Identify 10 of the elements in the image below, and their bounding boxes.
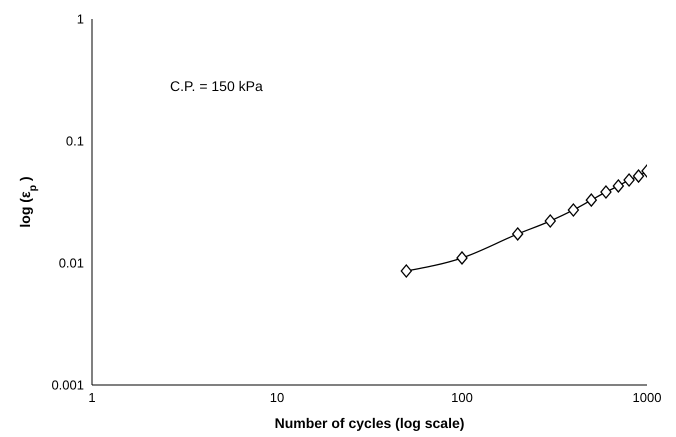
x-axis-title: Number of cycles (log scale) xyxy=(274,415,464,431)
y-tick-label: 0.1 xyxy=(66,134,84,149)
y-tick-label: 0.001 xyxy=(51,378,84,393)
x-tick-label: 10 xyxy=(270,390,284,406)
x-tick-label: 1 xyxy=(88,390,96,406)
y-tick-label: 1 xyxy=(76,12,84,27)
y-tick-label: 0.01 xyxy=(58,256,84,271)
annotation: C.P. = 150 kPa xyxy=(170,78,263,94)
x-tick-label: 100 xyxy=(451,390,473,406)
x-tick-label: 1000 xyxy=(632,390,662,406)
